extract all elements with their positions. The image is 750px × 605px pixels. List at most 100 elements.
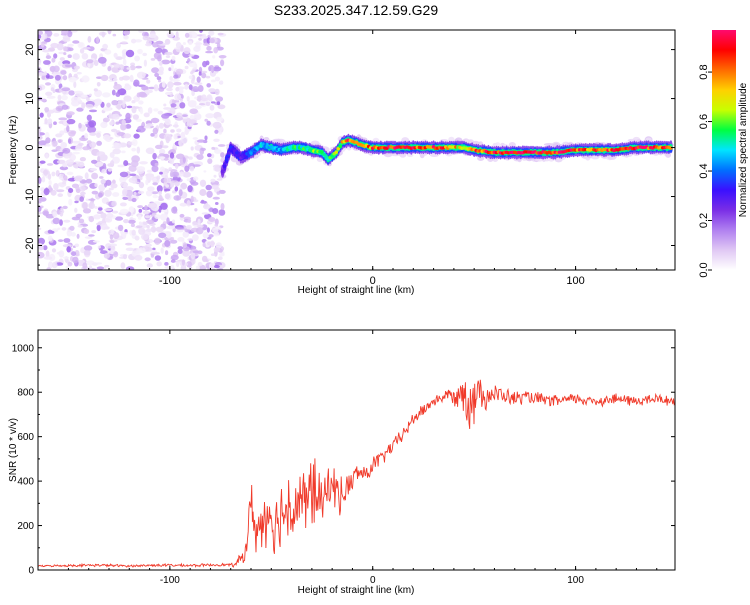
noise-speck — [69, 225, 75, 231]
noise-speck — [135, 65, 142, 69]
noise-speck — [218, 131, 222, 135]
noise-speck — [208, 234, 214, 238]
noise-speck — [170, 129, 175, 133]
noise-speck — [58, 83, 63, 89]
snr-frame — [37, 329, 676, 571]
noise-speck — [124, 84, 132, 91]
ridge-cell — [220, 169, 225, 173]
noise-speck — [108, 187, 114, 191]
noise-speck — [122, 102, 126, 108]
noise-speck — [88, 198, 96, 201]
noise-speck — [63, 219, 71, 223]
noise-speck — [101, 168, 107, 174]
noise-speck — [164, 262, 169, 266]
noise-speck — [84, 133, 88, 139]
spectrogram-x-axis-label: Height of straight line (km) — [298, 285, 415, 296]
noise-speck — [109, 152, 115, 158]
x-tick-label: 100 — [566, 275, 584, 287]
noise-speck — [168, 167, 172, 171]
noise-speck — [78, 142, 84, 146]
noise-speck — [122, 196, 129, 200]
noise-speck — [158, 190, 162, 196]
noise-speck — [125, 49, 135, 58]
noise-speck — [203, 203, 211, 210]
noise-speck — [154, 237, 161, 245]
noise-speck — [55, 133, 63, 138]
noise-speck — [188, 54, 195, 57]
noise-speck — [105, 243, 112, 249]
y-tick-label: -10 — [24, 189, 36, 205]
noise-speck — [87, 36, 92, 43]
noise-speck — [219, 252, 225, 257]
noise-speck — [200, 147, 206, 151]
noise-speck — [182, 231, 190, 238]
noise-speck — [176, 229, 184, 233]
noise-speck — [53, 53, 58, 59]
noise-speck — [159, 156, 166, 159]
noise-speck — [131, 38, 137, 44]
noise-speck — [177, 249, 183, 255]
noise-speck — [155, 144, 163, 150]
noise-speck — [160, 202, 168, 210]
noise-speck — [153, 132, 158, 139]
noise-speck — [45, 55, 52, 59]
noise-speck — [214, 88, 220, 96]
noise-speck — [146, 219, 155, 224]
noise-speck — [219, 80, 224, 84]
noise-speck — [60, 207, 64, 211]
noise-speck — [109, 240, 115, 244]
noise-speck — [190, 195, 194, 203]
noise-speck — [190, 252, 196, 260]
noise-speck — [159, 61, 163, 66]
noise-speck — [57, 227, 61, 230]
noise-speck — [100, 74, 109, 82]
noise-speck — [121, 119, 126, 126]
noise-speck — [125, 266, 135, 270]
noise-speck — [113, 52, 118, 58]
noise-speck — [183, 47, 191, 55]
noise-speck — [100, 179, 106, 184]
noise-speck — [61, 30, 69, 35]
noise-speck — [170, 259, 176, 263]
noise-speck — [116, 104, 122, 110]
noise-speck — [103, 134, 111, 141]
noise-speck — [61, 94, 68, 101]
noise-speck — [214, 129, 219, 134]
y-tick-label: 10 — [24, 92, 36, 104]
noise-speck — [182, 157, 186, 163]
noise-speck — [61, 104, 69, 110]
noise-speck — [194, 105, 202, 110]
noise-speck — [164, 51, 173, 56]
noise-speck — [206, 83, 211, 88]
noise-speck — [134, 235, 140, 241]
noise-speck — [145, 243, 152, 247]
noise-speck — [212, 55, 216, 59]
x-tick-label: -100 — [160, 575, 180, 586]
noise-speck — [96, 76, 103, 79]
noise-speck — [203, 170, 207, 173]
noise-speck — [111, 200, 117, 207]
noise-speck — [110, 183, 118, 189]
noise-speck — [79, 48, 85, 54]
noise-speck — [190, 79, 195, 84]
noise-speck — [191, 90, 195, 97]
noise-speck — [107, 167, 113, 172]
noise-speck — [156, 76, 162, 81]
noise-speck — [79, 185, 86, 192]
noise-speck — [145, 179, 149, 186]
noise-speck — [144, 257, 151, 262]
noise-speck — [143, 126, 151, 129]
noise-speck — [175, 68, 184, 75]
noise-speck — [82, 46, 91, 50]
noise-speck — [45, 82, 51, 86]
noise-speck — [148, 203, 157, 208]
noise-speck — [66, 118, 76, 125]
noise-speck — [123, 133, 132, 139]
colorbar-ticks: 0.0 0.2 0.4 0.6 0.8 — [698, 64, 712, 278]
noise-speck — [93, 59, 99, 66]
noise-speck — [173, 74, 179, 79]
noise-speck — [192, 164, 201, 167]
colorbar-tick-label: 0.6 — [698, 114, 710, 129]
noise-speck — [189, 108, 198, 114]
noise-speck — [171, 219, 176, 224]
